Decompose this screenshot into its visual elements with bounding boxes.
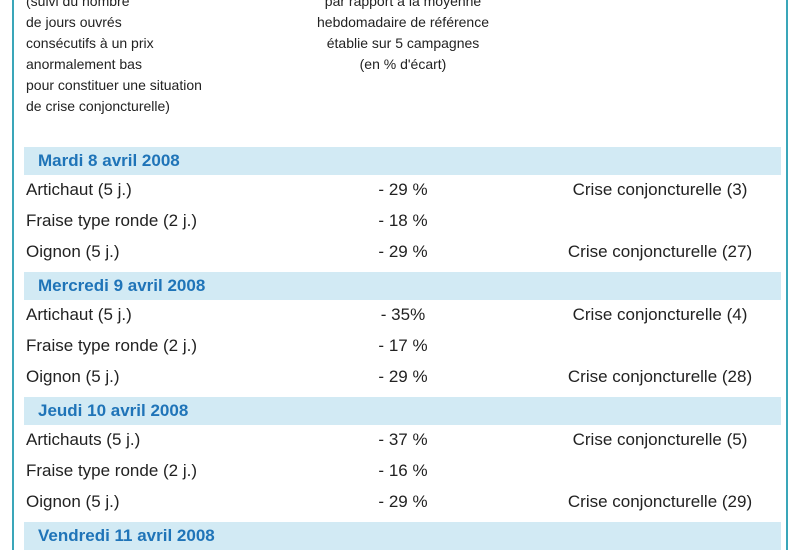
status: Crise conjoncturelle (28)	[567, 367, 753, 386]
percent: - 35%	[380, 305, 426, 324]
product: Fraise type ronde (2 j.)	[26, 211, 198, 230]
header-text: (suivi du nombre	[26, 0, 130, 9]
header-text: (en % d'écart)	[359, 56, 447, 72]
status: Crise conjoncturelle (29)	[567, 492, 753, 511]
percent: - 29 %	[378, 492, 428, 511]
product: Fraise type ronde (2 j.)	[26, 461, 198, 480]
product: Oignon (5 j.)	[26, 242, 120, 261]
header-text: par rapport à la moyenne	[324, 0, 482, 9]
section-date: Vendredi 11 avril 2008	[38, 526, 215, 545]
percent: - 16 %	[378, 461, 428, 480]
product: Artichaut (5 j.)	[26, 305, 132, 324]
header-text: de crise conjoncturelle)	[26, 98, 170, 114]
percent: - 29 %	[378, 180, 428, 199]
status: Crise conjoncturelle (27)	[567, 242, 753, 261]
section-bar	[24, 272, 781, 300]
percent: - 29 %	[378, 367, 428, 386]
section-bar	[24, 147, 781, 175]
percent: - 17 %	[378, 336, 428, 355]
header-text: pour constituer une situation	[26, 77, 202, 93]
header-text: anormalement bas	[26, 56, 142, 72]
header-text: consécutifs à un prix	[26, 35, 154, 51]
header-text: établie sur 5 campagnes	[326, 35, 480, 51]
section-date: Jeudi 10 avril 2008	[38, 401, 189, 420]
product: Oignon (5 j.)	[26, 492, 120, 511]
status: Crise conjoncturelle (5)	[572, 430, 748, 449]
product: Fraise type ronde (2 j.)	[26, 336, 198, 355]
header-text: de jours ouvrés	[26, 14, 122, 30]
section-bar	[24, 397, 781, 425]
status: Crise conjoncturelle (4)	[572, 305, 748, 324]
percent: - 37 %	[378, 430, 428, 449]
section-date: Mercredi 9 avril 2008	[38, 276, 206, 295]
header-text: hebdomadaire de référence	[316, 14, 490, 30]
product: Oignon (5 j.)	[26, 367, 120, 386]
section-bar	[24, 522, 781, 550]
percent: - 29 %	[378, 242, 428, 261]
product: Artichauts (5 j.)	[26, 430, 141, 449]
section-date: Mardi 8 avril 2008	[38, 151, 180, 170]
frame	[12, 0, 788, 550]
status: Crise conjoncturelle (3)	[572, 180, 748, 199]
product: Artichaut (5 j.)	[26, 180, 132, 199]
percent: - 18 %	[378, 211, 428, 230]
